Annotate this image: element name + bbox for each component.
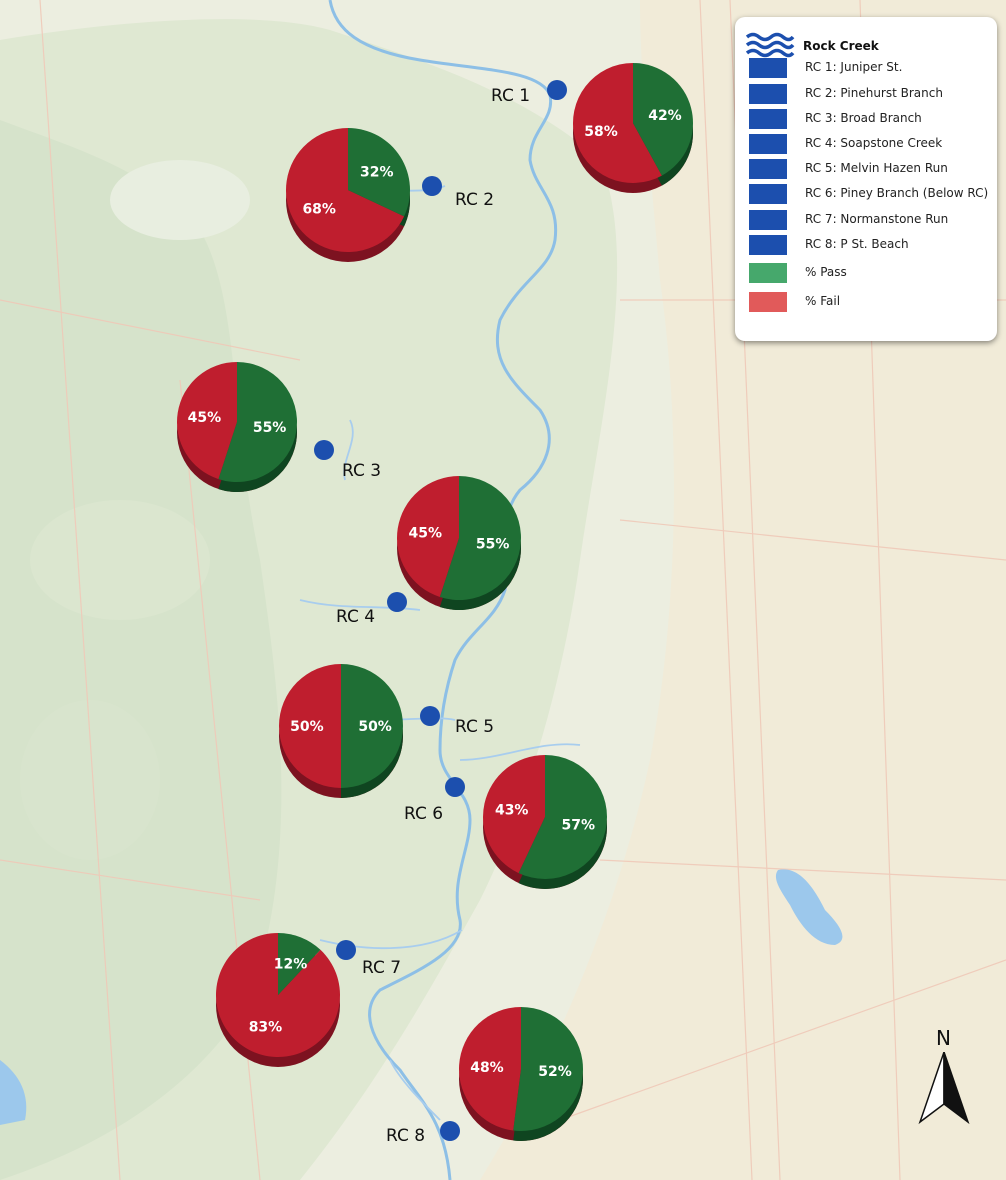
north-arrow: N [914,1026,974,1126]
legend-swatch [749,84,787,104]
site-marker[interactable] [422,176,442,196]
legend-label: RC 2: Pinehurst Branch [805,86,943,100]
pie-slice-pass [218,362,297,482]
legend-swatch [749,235,787,255]
legend-swatch [749,58,787,78]
park-area [20,700,160,860]
site-label: RC 5 [455,717,495,737]
legend-label: RC 5: Melvin Hazen Run [805,161,948,175]
pie-slice-fail [459,1007,521,1131]
site-label: RC 3 [342,461,382,481]
site-marker[interactable] [336,940,356,960]
park-area [30,500,210,620]
fail-percent-label: 45% [409,526,443,542]
site-label: RC 4 [336,607,376,627]
map-legend: Rock Creek RC 1: Juniper St. RC 2: Pinehu… [735,17,997,341]
pie-chart-rc6: 57% 43% [483,755,608,889]
site-label: RC 8 [386,1126,426,1146]
pie-chart-rc3: 55% 45% [176,362,297,492]
fail-percent-label: 43% [495,803,529,819]
site-marker[interactable] [440,1121,460,1141]
pie-slice-pass [348,128,410,217]
pie-slice-pass [513,1007,584,1131]
potomac-river [0,1060,27,1125]
fail-percent-label: 58% [584,124,618,140]
lake [775,869,843,945]
pie-slice-pass [439,476,521,600]
site-marker[interactable] [387,592,407,612]
legend-swatch [749,159,787,179]
legend-label: % Pass [805,265,847,279]
site-marker[interactable] [547,80,567,100]
fail-percent-label: 68% [302,201,336,217]
pie-slice-pass [278,933,321,995]
fail-percent-label: 83% [249,1020,283,1036]
pie-chart-rc5: 50% 50% [278,664,403,798]
legend-swatch [749,263,787,283]
pie-chart-rc1: 42% 58% [573,63,693,193]
legend-swatch [749,134,787,154]
site-label: RC 2 [455,190,495,210]
legend-swatch [749,210,787,230]
pie-slice-fail [176,362,237,480]
legend-label: % Fail [805,294,841,308]
legend-label: RC 1: Juniper St. [805,60,903,74]
legend-label: RC 3: Broad Branch [805,111,922,125]
pie-slice-pass [518,755,607,879]
pass-percent-label: 55% [253,420,287,436]
legend-label: RC 4: Soapstone Creek [805,136,943,150]
pass-percent-label: 42% [648,108,682,124]
site-label: RC 7 [362,958,402,978]
pie-slice-fail [483,755,545,874]
pass-percent-label: 32% [360,165,394,181]
site-label: RC 6 [404,804,444,824]
legend-title: Rock Creek [803,39,879,53]
site-label: RC 1 [491,86,531,106]
site-marker[interactable] [420,706,440,726]
pie-slice-pass [341,664,403,788]
park-area [110,160,250,240]
legend-swatch [749,184,787,204]
site-marker[interactable] [314,440,334,460]
north-arrow-icon [918,1052,970,1125]
pie-slice-fail [278,664,341,788]
pass-percent-label: 57% [562,817,596,833]
fail-percent-label: 45% [188,410,222,426]
fail-percent-label: 50% [290,719,324,735]
legend-label: RC 6: Piney Branch (Below RC) [805,186,989,200]
pie-slice-pass [633,63,693,176]
north-label: N [936,1026,951,1050]
site-marker[interactable] [445,777,465,797]
pie-chart-rc2: 32% 68% [286,128,410,262]
fail-percent-label: 48% [470,1060,504,1076]
water-waves-icon [745,32,795,58]
pie-chart-rc4: 55% 45% [396,476,522,610]
legend-swatch [749,109,787,129]
pie-slice-fail [573,63,662,183]
legend-swatch [749,292,787,312]
legend-label: RC 7: Normanstone Run [805,212,949,226]
pass-percent-label: 50% [358,719,392,735]
pie-chart-rc7: 12% 83% [216,933,340,1067]
legend-label: RC 8: P St. Beach [805,237,909,251]
pie-chart-rc8: 52% 48% [459,1007,584,1141]
pass-percent-label: 55% [476,536,510,552]
pie-slice-fail [396,476,459,597]
pass-percent-label: 52% [538,1064,572,1080]
pie-slice-fail [286,128,405,252]
pass-percent-label: 12% [274,956,308,972]
